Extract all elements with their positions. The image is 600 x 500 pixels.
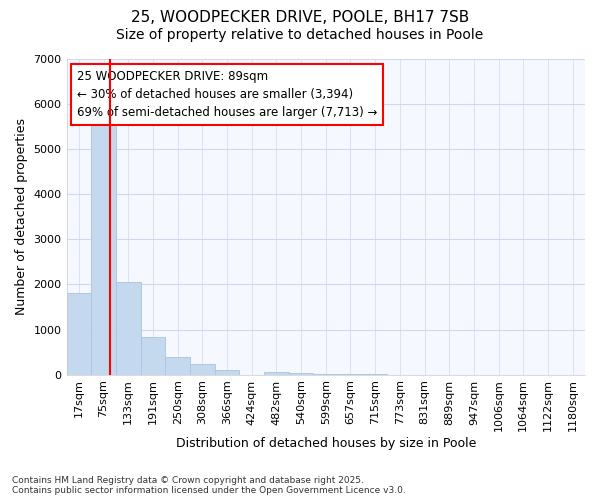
Text: 25, WOODPECKER DRIVE, POOLE, BH17 7SB: 25, WOODPECKER DRIVE, POOLE, BH17 7SB — [131, 10, 469, 25]
Bar — [165, 358, 190, 374]
Y-axis label: Number of detached properties: Number of detached properties — [15, 118, 28, 316]
Bar — [67, 294, 91, 374]
Text: Size of property relative to detached houses in Poole: Size of property relative to detached ho… — [116, 28, 484, 42]
Bar — [289, 373, 313, 374]
Text: 25 WOODPECKER DRIVE: 89sqm
← 30% of detached houses are smaller (3,394)
69% of s: 25 WOODPECKER DRIVE: 89sqm ← 30% of deta… — [77, 70, 377, 119]
Bar — [91, 113, 116, 374]
Bar — [264, 372, 289, 374]
Text: Contains HM Land Registry data © Crown copyright and database right 2025.
Contai: Contains HM Land Registry data © Crown c… — [12, 476, 406, 495]
Bar — [190, 364, 215, 374]
Bar — [140, 337, 165, 374]
Bar — [215, 370, 239, 374]
Bar — [116, 282, 140, 374]
X-axis label: Distribution of detached houses by size in Poole: Distribution of detached houses by size … — [176, 437, 476, 450]
